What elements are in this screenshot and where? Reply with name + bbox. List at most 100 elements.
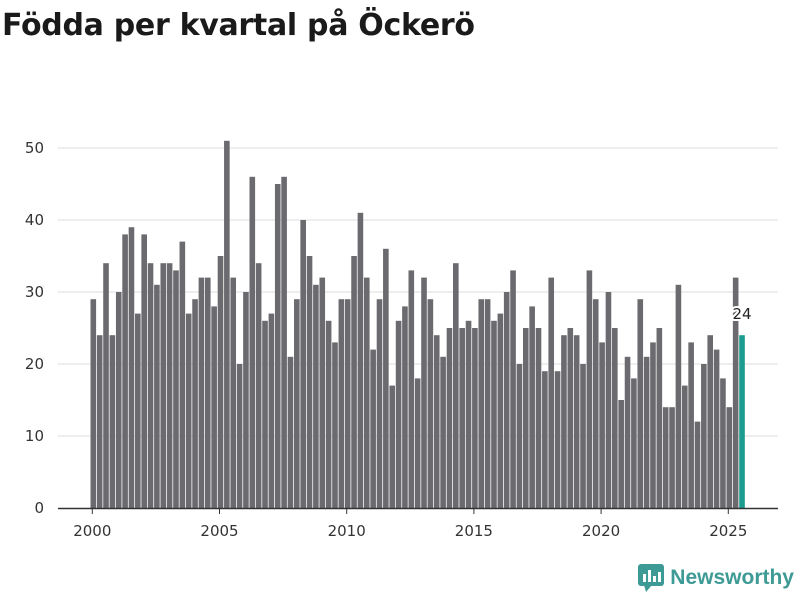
bar: [306, 256, 313, 508]
bar: [313, 284, 319, 508]
bar: [637, 299, 644, 508]
newsworthy-logo-icon: [638, 564, 665, 592]
bar: [166, 263, 173, 508]
bar: [732, 277, 739, 508]
bar: [363, 277, 370, 508]
bar: [204, 277, 211, 508]
bar: [325, 320, 332, 508]
bar: [281, 176, 287, 509]
x-axis: 2000 2005 2010 2015 2020 2025: [58, 507, 778, 540]
bar: [618, 400, 624, 508]
bar: [446, 328, 453, 508]
bar: [561, 335, 567, 508]
bar: [160, 263, 167, 508]
bar: [548, 277, 555, 508]
bar: [141, 234, 147, 508]
bar: [185, 313, 192, 508]
bar: [612, 328, 618, 508]
bar: [465, 320, 472, 508]
bar: [224, 140, 230, 509]
bar: [675, 284, 682, 508]
bar: [300, 220, 306, 508]
y-tick-label: 50: [25, 139, 44, 157]
bar: [255, 263, 262, 508]
bar: [230, 277, 237, 508]
bar: [427, 299, 434, 508]
bar: [497, 313, 504, 508]
bar: [376, 299, 383, 508]
bar: [491, 320, 497, 508]
bar: [707, 335, 714, 508]
bar: [586, 270, 593, 508]
bar: [211, 306, 217, 508]
bar: [332, 342, 338, 508]
bar: [198, 277, 205, 508]
y-tick-label: 0: [34, 499, 44, 517]
bar: [656, 328, 663, 508]
bar: [599, 342, 605, 508]
bars: [90, 140, 745, 509]
bar: [624, 356, 631, 508]
newsworthy-logo: Newsworthy: [638, 564, 794, 592]
bar: [154, 284, 160, 508]
bar: [440, 356, 446, 508]
bar: [453, 263, 459, 508]
bar: [421, 277, 427, 508]
bar: [472, 328, 478, 508]
bar: [516, 364, 523, 508]
bar: [90, 299, 97, 508]
bar: [567, 328, 574, 508]
bar: [351, 256, 357, 508]
bar: [217, 256, 224, 508]
bar: [122, 234, 128, 508]
highlighted-bar: [739, 335, 745, 508]
bar: [580, 364, 586, 508]
x-tick-label: 2000: [73, 522, 111, 540]
bar: [650, 342, 656, 508]
bar: [408, 270, 415, 508]
bar: [535, 328, 542, 508]
bar: [294, 299, 300, 508]
bar: [478, 299, 485, 508]
bar: [701, 364, 707, 508]
bar: [115, 292, 122, 508]
x-tick-label: 2010: [328, 522, 366, 540]
bar: [503, 292, 510, 508]
y-axis-ticks: 0 10 20 30 40 50: [25, 139, 44, 517]
bar: [592, 299, 599, 508]
data-labels: 24: [730, 303, 753, 325]
bar: [726, 407, 733, 508]
bar: [287, 356, 294, 508]
bar: [103, 263, 109, 508]
bar: [688, 342, 694, 508]
bar: [395, 320, 402, 508]
bar: [720, 378, 726, 508]
page-title: Födda per kvartal på Öckerö: [2, 8, 475, 43]
bar: [249, 176, 256, 509]
bar: [573, 335, 580, 508]
bar: [357, 212, 364, 509]
y-tick-label: 10: [25, 427, 44, 445]
bar: [643, 356, 650, 508]
bar: [192, 299, 198, 508]
y-tick-label: 20: [25, 355, 44, 373]
bar: [554, 371, 561, 508]
bar: [243, 292, 249, 508]
bar: [414, 378, 421, 508]
bar: [484, 299, 491, 508]
bar: [370, 349, 376, 508]
bar: [681, 385, 688, 508]
x-tick-label: 2015: [455, 522, 493, 540]
last-value-label: 24: [732, 305, 751, 323]
brand-name: Newsworthy: [670, 566, 794, 589]
bar: [268, 313, 275, 508]
bar: [147, 263, 154, 508]
y-tick-label: 40: [25, 211, 44, 229]
bar: [713, 349, 720, 508]
bar: [236, 364, 243, 508]
bar: [96, 335, 103, 508]
bar: [109, 335, 116, 508]
y-tick-label: 30: [25, 283, 44, 301]
bar: [383, 248, 389, 509]
